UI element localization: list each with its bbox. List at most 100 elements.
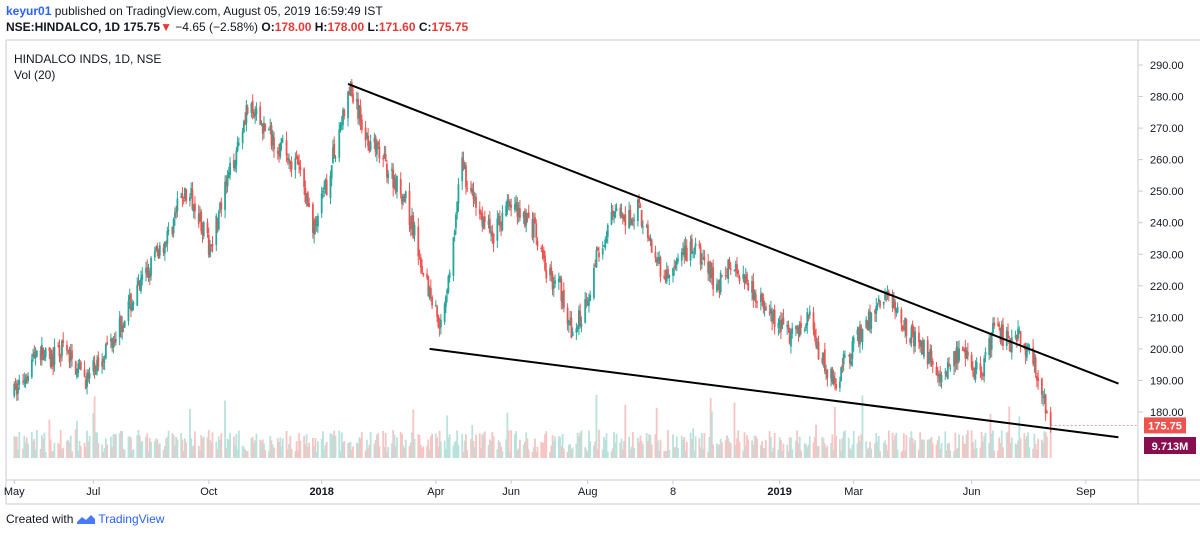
candle-body: [989, 339, 992, 351]
candle-body: [383, 153, 386, 158]
candle-body: [702, 258, 705, 260]
candle-body: [355, 99, 358, 102]
candle-body: [439, 319, 442, 328]
candle-body: [879, 300, 881, 307]
candle-body: [271, 134, 274, 145]
volume-bar: [242, 447, 245, 458]
price-axis[interactable]: 180.00 190.00 200.00 210.00 220.00 230.00 240.…: [1138, 60, 1184, 419]
candle-body: [773, 309, 776, 328]
volume-bar: [566, 451, 569, 458]
volume-bar: [57, 443, 60, 458]
volume-bar: [136, 435, 139, 458]
volume-bar: [269, 435, 272, 458]
candle-body: [74, 361, 77, 375]
volume-bar: [219, 439, 221, 458]
candle-body: [343, 109, 346, 116]
volume-bar: [699, 447, 702, 458]
candle-body: [24, 379, 27, 384]
volume-bar: [935, 444, 938, 458]
candle-body: [34, 354, 37, 358]
candle-body: [437, 315, 440, 327]
candle-body: [703, 256, 706, 261]
volume-bar: [593, 445, 595, 458]
candle-body: [997, 323, 999, 325]
candle-body: [861, 328, 864, 343]
candle-body: [156, 245, 159, 251]
volume-bar: [769, 436, 772, 458]
volume-bar: [940, 442, 943, 458]
candle-body: [1014, 335, 1017, 338]
volume-bar: [202, 436, 205, 458]
volume-bar: [901, 450, 904, 458]
volume-bar: [885, 444, 888, 458]
volume-bar: [244, 449, 247, 458]
candle-body: [244, 120, 247, 125]
candle-body: [306, 192, 309, 207]
volume-bar: [598, 429, 600, 458]
candle-body: [768, 312, 771, 314]
volume-bar: [466, 450, 469, 458]
time-axis[interactable]: May Jul Oct 2018 Apr Jun Aug 8 2019 Mar Jun Sep: [4, 480, 1096, 498]
candle-body: [823, 349, 826, 372]
volume-bar: [717, 445, 720, 458]
candle-body: [966, 351, 969, 356]
volume-bar: [992, 430, 994, 458]
author-link[interactable]: keyur01: [6, 4, 52, 18]
volume-bar: [419, 445, 422, 458]
candle-body: [165, 244, 167, 246]
candle-body: [684, 245, 687, 256]
volume-bar: [946, 443, 949, 458]
volume-bar: [557, 436, 560, 458]
volume-bar: [588, 430, 590, 458]
volume-bar: [368, 444, 371, 458]
candle-body: [392, 169, 395, 188]
volume-bar: [1042, 442, 1045, 458]
candle-body: [677, 258, 679, 261]
volume-bar: [173, 445, 176, 458]
candle-body: [554, 280, 556, 284]
candle-body: [234, 162, 237, 169]
volume-bar: [259, 439, 262, 458]
plot-area[interactable]: [6, 40, 1138, 480]
volume-bar: [88, 435, 91, 458]
candle-body: [447, 275, 450, 292]
volume-bar: [1023, 433, 1026, 458]
candle-body: [349, 85, 352, 96]
candle-body: [901, 326, 904, 329]
tradingview-link[interactable]: TradingView: [98, 512, 165, 526]
time-axis-label: 2018: [309, 486, 333, 498]
volume-bar: [488, 439, 491, 458]
volume-bar: [44, 451, 47, 458]
volume-bar: [155, 438, 157, 458]
candle-body: [711, 267, 713, 278]
volume-bar: [744, 445, 747, 458]
volume-bar: [61, 449, 63, 458]
volume-bar: [576, 432, 579, 458]
candle-body: [830, 368, 833, 379]
candle-body: [289, 160, 292, 164]
volume-bar: [286, 449, 289, 458]
volume-bar: [322, 431, 324, 458]
volume-bar: [62, 447, 65, 458]
volume-bar: [128, 436, 131, 458]
last-price-tag: 175.75: [1144, 417, 1186, 434]
volume-bar: [650, 444, 653, 458]
volume-bar: [667, 430, 669, 458]
candle-body: [1023, 343, 1026, 346]
volume-bar: [589, 441, 592, 458]
volume-bar: [42, 438, 45, 458]
candle-body: [261, 123, 264, 134]
trendlines[interactable]: [347, 82, 1138, 439]
volume-bar: [752, 444, 755, 458]
candle-body: [93, 363, 96, 373]
volume-bar: [373, 443, 376, 458]
volume-bar: [797, 443, 800, 458]
candle-body: [111, 338, 114, 347]
volume-bar: [323, 449, 326, 458]
volume-bar: [106, 444, 109, 458]
candle-body: [101, 361, 104, 367]
candle-body: [918, 332, 920, 343]
volume-bar: [355, 442, 358, 458]
volume-bar: [654, 434, 657, 458]
